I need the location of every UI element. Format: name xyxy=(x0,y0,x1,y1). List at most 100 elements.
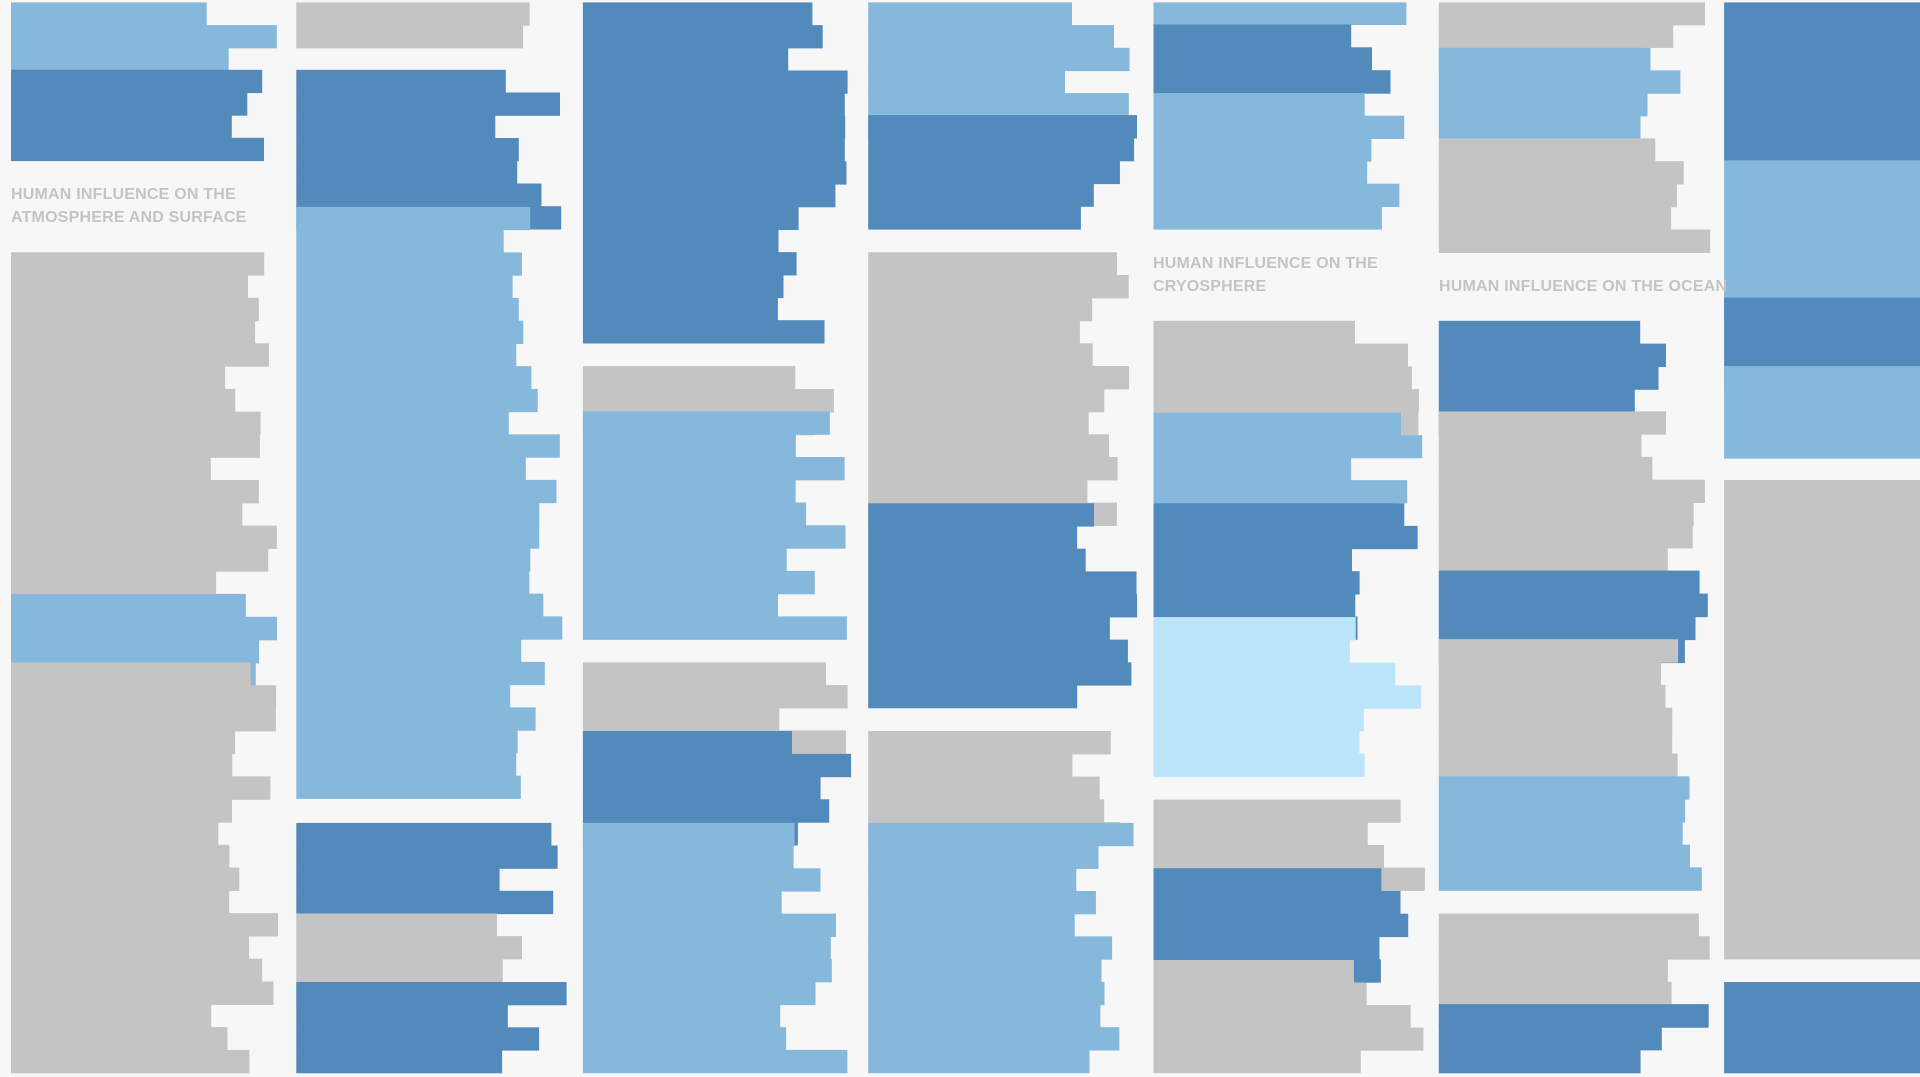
bar xyxy=(582,593,778,617)
bar xyxy=(1153,913,1409,938)
bar xyxy=(11,867,240,891)
bar xyxy=(582,206,799,230)
bar xyxy=(11,320,256,344)
bar xyxy=(11,730,236,755)
bar xyxy=(296,639,522,663)
bar xyxy=(1724,160,1920,184)
bar xyxy=(11,639,260,664)
bar xyxy=(1438,707,1673,732)
bar xyxy=(296,958,503,983)
bar xyxy=(296,160,518,185)
bar xyxy=(582,138,845,162)
bar xyxy=(1438,684,1666,709)
bar xyxy=(296,138,519,162)
bar xyxy=(1724,662,1920,686)
bar xyxy=(1438,936,1710,960)
bar xyxy=(1153,799,1401,823)
bar xyxy=(296,845,558,869)
bar xyxy=(1153,183,1400,207)
bar xyxy=(868,594,1138,618)
bar xyxy=(1724,822,1920,846)
bar xyxy=(1438,47,1651,72)
bar xyxy=(582,252,797,276)
bar xyxy=(1438,434,1642,458)
bar xyxy=(582,891,782,915)
bar xyxy=(1153,47,1372,71)
bar xyxy=(1724,548,1920,572)
bar xyxy=(1724,115,1920,139)
bar xyxy=(1724,867,1920,891)
bar xyxy=(296,822,552,847)
bar xyxy=(582,366,796,390)
bar xyxy=(1724,982,1920,1006)
bar xyxy=(296,115,496,139)
bar xyxy=(296,752,517,777)
bar xyxy=(296,297,519,322)
bar xyxy=(868,822,1134,847)
bar xyxy=(11,137,264,162)
bar xyxy=(296,525,540,549)
bar xyxy=(1153,412,1401,436)
bar xyxy=(11,480,259,504)
bar xyxy=(868,571,1137,595)
bar xyxy=(582,389,834,413)
bar xyxy=(1438,479,1705,503)
bar xyxy=(868,799,1105,823)
bar xyxy=(11,2,207,26)
bar xyxy=(1724,594,1920,618)
bar xyxy=(1153,480,1408,504)
bar xyxy=(1438,502,1694,526)
bar xyxy=(296,890,554,915)
bar xyxy=(868,479,1088,504)
bar xyxy=(868,981,1105,1006)
bar xyxy=(296,548,531,572)
bar xyxy=(868,47,1130,72)
bar xyxy=(1438,799,1686,823)
bar xyxy=(582,525,846,549)
bar xyxy=(11,457,211,481)
bar xyxy=(582,434,796,458)
bar xyxy=(1153,24,1352,48)
bar xyxy=(868,1049,1090,1074)
bar xyxy=(11,343,269,367)
bar xyxy=(1438,161,1684,185)
bar xyxy=(296,343,517,367)
bar xyxy=(296,411,509,435)
bar xyxy=(1724,776,1920,800)
bar xyxy=(296,69,506,94)
bar xyxy=(868,160,1120,185)
bar xyxy=(1153,868,1382,892)
bar xyxy=(1724,799,1920,823)
bar xyxy=(1438,183,1677,208)
bar xyxy=(11,115,232,139)
bar xyxy=(1724,685,1920,709)
bar xyxy=(296,366,532,390)
bar xyxy=(1153,206,1382,230)
bar xyxy=(582,845,794,869)
bar xyxy=(11,708,276,732)
bar xyxy=(868,685,1078,709)
bar xyxy=(296,661,545,686)
bar xyxy=(582,411,830,435)
bar xyxy=(868,936,1113,960)
bar xyxy=(868,115,1137,139)
bar xyxy=(582,2,813,26)
bar xyxy=(1153,936,1380,960)
bar xyxy=(11,981,274,1005)
bar xyxy=(296,982,567,1006)
bar xyxy=(582,274,784,299)
bar xyxy=(1724,297,1920,322)
bar xyxy=(1153,343,1408,367)
bar xyxy=(1153,822,1368,846)
section-heading: HUMAN INFLUENCE ON THE OCEAN xyxy=(1439,278,1728,295)
bar xyxy=(1153,730,1360,755)
bar xyxy=(1438,229,1711,253)
bar xyxy=(1724,639,1920,663)
bar xyxy=(868,252,1117,276)
bar xyxy=(11,685,277,709)
bar xyxy=(1724,275,1920,299)
bar xyxy=(296,502,540,526)
bar xyxy=(1438,138,1656,162)
bar xyxy=(868,891,1096,915)
